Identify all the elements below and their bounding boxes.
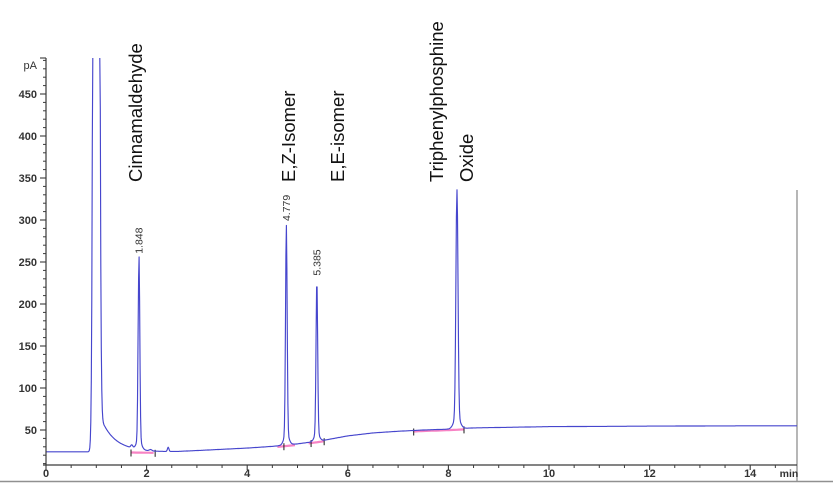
y-tick-label: 250: [19, 257, 37, 269]
y-tick-label: 200: [19, 299, 37, 311]
y-tick-label: 150: [19, 341, 37, 353]
x-tick-label: 4: [244, 468, 251, 480]
retention-time-label: 5.385: [311, 249, 323, 275]
y-tick-label: 100: [19, 383, 37, 395]
x-tick-label: 6: [345, 468, 351, 480]
y-axis-unit-label: pA: [24, 60, 38, 72]
x-axis-unit-label: min: [780, 468, 799, 480]
compound-label: Triphenylphosphine: [426, 21, 447, 182]
retention-time-label: 4.779: [281, 195, 293, 221]
x-tick-label: 0: [43, 468, 49, 480]
integration-baseline: [277, 444, 296, 448]
x-tick-label: 14: [744, 468, 757, 480]
x-tick-label: 12: [643, 468, 655, 480]
x-axis: 0 2 4 6 8 10 12 14 min: [43, 464, 799, 480]
x-tick-label: 8: [445, 468, 451, 480]
retention-time-label: 1.848: [133, 227, 145, 253]
x-tick-label: 10: [543, 468, 555, 480]
integration-marks: [130, 426, 465, 457]
integration-baseline: [413, 428, 465, 433]
y-tick-label: 50: [25, 425, 37, 437]
compound-label: Cinnamaldehyde: [125, 43, 146, 182]
y-tick-label: 300: [19, 215, 37, 227]
trace-path: [45, 57, 798, 453]
compound-label: Oxide: [456, 134, 477, 182]
signal-trace: [45, 57, 798, 453]
y-tick-label: 350: [19, 173, 37, 185]
x-tick-label: 2: [144, 468, 150, 480]
compound-labels: Cinnamaldehyde E,Z-Isomer E,E-isomer Triphe…: [125, 21, 477, 182]
y-tick-label: 400: [19, 131, 37, 143]
page-border-lines: [0, 190, 833, 483]
y-axis: 50 100 150 200 250 300 350 400 450 pA: [19, 57, 47, 465]
compound-label: E,E-isomer: [327, 91, 348, 183]
compound-label: E,Z-Isomer: [278, 91, 299, 182]
y-tick-label: 450: [19, 89, 37, 101]
retention-time-labels: 1.848 4.779 5.385: [133, 195, 323, 276]
